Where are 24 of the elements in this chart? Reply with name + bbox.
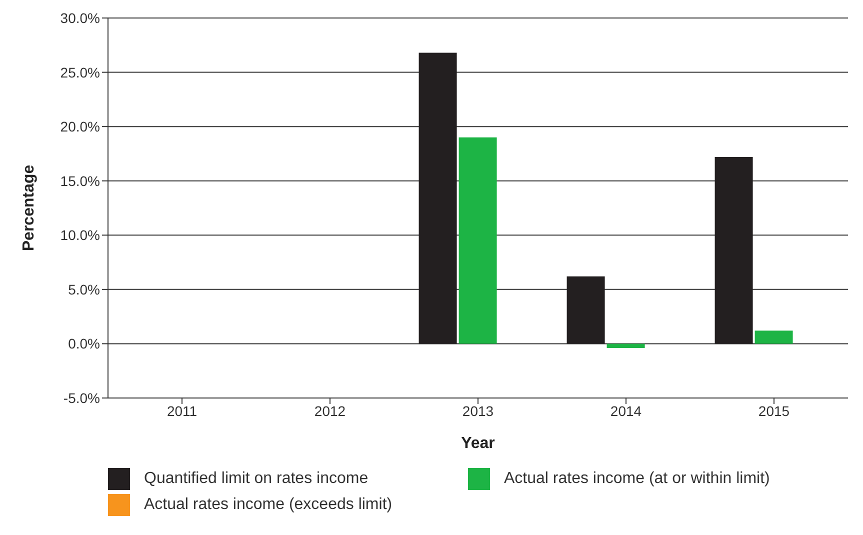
x-tick-label: 2015 (758, 402, 790, 419)
bar (418, 52, 457, 344)
bar (566, 276, 605, 344)
y-tick-label: 25.0% (60, 64, 100, 80)
y-tick-label: 5.0% (68, 281, 100, 298)
x-tick-label: 2012 (314, 402, 346, 419)
legend-label: Actual rates income (exceeds limit) (144, 496, 392, 514)
bar (754, 330, 793, 344)
y-tick-label: 30.0% (60, 10, 100, 26)
y-tick-label: 20.0% (60, 118, 100, 135)
legend-label: Quantified limit on rates income (144, 470, 368, 488)
y-tick-label: 10.0% (60, 227, 100, 244)
x-tick-label: 2011 (166, 402, 198, 419)
bar (606, 344, 645, 348)
y-tick-label: 0.0% (68, 336, 100, 352)
y-tick-label: 15.0% (60, 172, 100, 189)
bar (714, 156, 753, 344)
legend-label: Actual rates income (at or within limit) (504, 470, 770, 488)
y-tick-label: -5.0% (63, 390, 100, 406)
bar (458, 137, 497, 344)
y-axis-title: Percentage (20, 164, 38, 252)
x-tick-label: 2013 (462, 402, 494, 419)
x-tick-label: 2014 (610, 402, 642, 419)
x-axis-title: Year (461, 435, 495, 452)
